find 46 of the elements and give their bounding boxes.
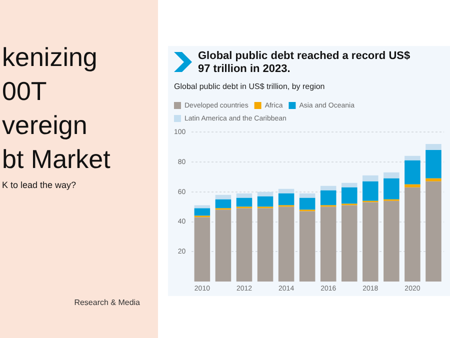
bar (426, 144, 442, 150)
bar (257, 208, 274, 282)
bar (194, 208, 210, 216)
bar (257, 192, 274, 196)
bar (404, 156, 420, 160)
bar (215, 194, 232, 200)
text: Research & Media (74, 298, 140, 307)
bar (426, 181, 442, 282)
bar (320, 206, 336, 282)
bar (278, 188, 294, 194)
bar (341, 187, 358, 204)
text: vereign (2, 109, 88, 142)
bar (278, 206, 294, 282)
bar (194, 217, 210, 282)
chart-title: Global public debt reached a record US$ 97 trillion in 2023. (198, 50, 412, 76)
bar (384, 172, 400, 178)
bar (236, 198, 252, 207)
bar (384, 200, 400, 282)
bar (362, 202, 378, 282)
chart-subtitle: Global public debt in US$ trillion, by region (174, 82, 325, 91)
bar (257, 196, 274, 207)
bar (278, 193, 294, 206)
text: bt Market (2, 143, 110, 176)
bar (341, 182, 358, 188)
bar (341, 205, 358, 282)
bar (320, 190, 336, 206)
text: K to lead the way? (2, 180, 76, 190)
bar (404, 184, 420, 188)
bar (215, 199, 232, 208)
bar (299, 198, 316, 210)
text: 00T (2, 75, 48, 108)
bar (236, 208, 252, 282)
bar (384, 178, 400, 200)
text: kenizing (2, 41, 98, 74)
bar (299, 193, 316, 198)
bar (299, 211, 316, 282)
bar (426, 150, 442, 178)
bar (320, 186, 336, 190)
bar (194, 205, 210, 208)
bar (215, 210, 232, 282)
bar (362, 175, 378, 182)
bar (426, 178, 442, 182)
bar (404, 160, 420, 184)
bar (404, 187, 420, 282)
bar (236, 193, 252, 198)
bar (362, 181, 378, 201)
